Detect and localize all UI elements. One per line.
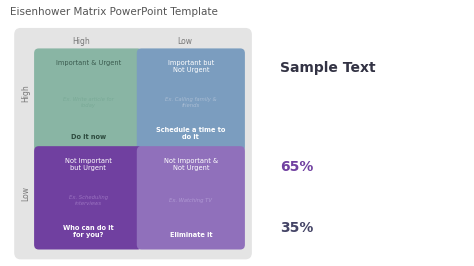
- Text: High: High: [21, 85, 30, 102]
- FancyBboxPatch shape: [137, 48, 245, 152]
- Text: Ex. Calling family &
friends: Ex. Calling family & friends: [165, 98, 217, 108]
- Text: 65%: 65%: [280, 160, 313, 174]
- Text: Ex. Write article for
today: Ex. Write article for today: [63, 98, 114, 108]
- Text: Lorem ipsum dolor sit amet,
consectetuer adipiscing elit.
Maecenas porttitor con: Lorem ipsum dolor sit amet, consectetuer…: [280, 98, 426, 132]
- Text: Ex. Scheduling
interviews: Ex. Scheduling interviews: [69, 195, 108, 206]
- Text: Eliminate it: Eliminate it: [170, 232, 212, 238]
- FancyBboxPatch shape: [137, 146, 245, 250]
- Text: Low: Low: [21, 186, 30, 201]
- Text: Lorem ipsum dolor sit amet,
consectetuer adipiscing elit.: Lorem ipsum dolor sit amet, consectetuer…: [280, 186, 399, 208]
- Text: Low: Low: [177, 37, 192, 46]
- Text: 35%: 35%: [280, 221, 313, 235]
- Text: Who can do it
for you?: Who can do it for you?: [63, 225, 113, 238]
- Text: Not Important &
Not Urgent: Not Important & Not Urgent: [164, 157, 218, 171]
- Text: Do it now: Do it now: [71, 134, 106, 140]
- Text: High: High: [73, 37, 90, 46]
- FancyBboxPatch shape: [34, 146, 142, 250]
- FancyBboxPatch shape: [34, 48, 142, 152]
- Text: Not Important
but Urgent: Not Important but Urgent: [65, 157, 111, 171]
- Text: Sample Text: Sample Text: [280, 61, 375, 75]
- Text: Important & Urgent: Important & Urgent: [55, 60, 121, 66]
- Text: Lorem ipsum dolor sit amet,
consectetuer adipiscing elit.: Lorem ipsum dolor sit amet, consectetuer…: [280, 247, 399, 266]
- FancyBboxPatch shape: [14, 28, 252, 259]
- Text: Eisenhower Matrix PowerPoint Template: Eisenhower Matrix PowerPoint Template: [10, 7, 218, 17]
- Text: Important but
Not Urgent: Important but Not Urgent: [168, 60, 214, 73]
- Text: Schedule a time to
do it: Schedule a time to do it: [156, 127, 226, 140]
- Text: Ex. Watching TV: Ex. Watching TV: [169, 198, 212, 203]
